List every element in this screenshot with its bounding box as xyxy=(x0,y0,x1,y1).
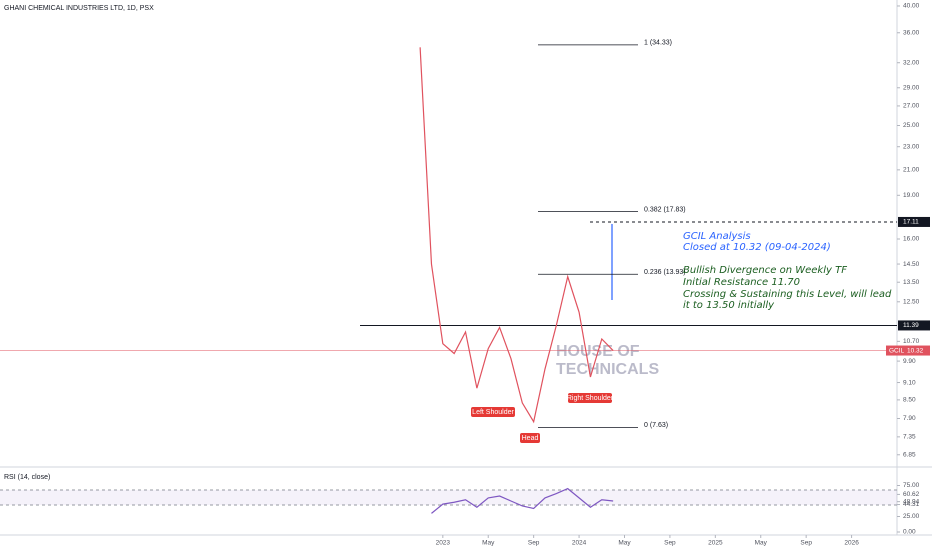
pattern-label: Left Shoulder xyxy=(472,409,514,416)
y-tick-label: 23.00 xyxy=(903,143,920,150)
y-tick-label: 12.50 xyxy=(903,299,920,306)
level-tag-label: 11.39 xyxy=(903,322,919,329)
y-tick-label: 9.10 xyxy=(903,379,916,386)
x-tick-label: 2025 xyxy=(708,540,723,547)
last-price-label: 10.32 xyxy=(907,347,924,354)
y-tick-label: 40.00 xyxy=(903,3,920,10)
y-tick-label: 6.85 xyxy=(903,451,916,458)
pattern-tag xyxy=(520,433,540,443)
y-tick-label: 10.70 xyxy=(903,338,920,345)
fib-label: 0.236 (13.93) xyxy=(644,269,686,276)
x-tick-label: Sep xyxy=(800,540,812,547)
x-tick-label: May xyxy=(618,540,631,547)
annotation: Initial Resistance 11.70 xyxy=(683,277,800,288)
y-tick-label: 16.00 xyxy=(903,236,920,243)
level-tag xyxy=(898,320,930,331)
annotation: Bullish Divergence on Weekly TF xyxy=(683,265,847,276)
y-tick-label: 75.00 xyxy=(903,482,920,489)
annotation: GCIL Analysis xyxy=(683,231,751,242)
watermark: TECHNICALS xyxy=(556,361,659,378)
series-line xyxy=(431,487,614,514)
fib-label: 1 (34.33) xyxy=(644,40,672,47)
rsi-band xyxy=(0,490,897,505)
fib-label: 0.382 (17.83) xyxy=(644,206,686,213)
pattern-tag xyxy=(568,393,612,403)
y-tick-label: 60.62 xyxy=(903,491,920,498)
y-tick-label: 7.35 xyxy=(903,434,916,441)
annotation: it to 13.50 initially xyxy=(683,300,775,311)
x-tick-label: Sep xyxy=(664,540,676,547)
x-tick-label: Sep xyxy=(528,540,540,547)
series-name: GCIL xyxy=(889,347,905,354)
y-tick-label: 0.00 xyxy=(903,529,916,536)
x-tick-label: May xyxy=(755,540,768,547)
y-tick-label: 7.90 xyxy=(903,415,916,422)
y-tick-label: 32.00 xyxy=(903,59,920,66)
series-line xyxy=(419,47,614,424)
y-tick-label: 48.94 xyxy=(903,498,920,505)
y-tick-label: 36.00 xyxy=(903,29,920,36)
level-tag xyxy=(898,216,930,227)
y-tick-label: 9.90 xyxy=(903,358,916,365)
y-tick-label: 44.31 xyxy=(903,501,920,508)
last-price-tag xyxy=(886,345,930,356)
x-tick-label: 2024 xyxy=(572,540,587,547)
pattern-tag xyxy=(471,407,515,417)
y-tick-label: 13.50 xyxy=(903,279,920,286)
fib-label: 0 (7.63) xyxy=(644,422,668,429)
annotation: Closed at 10.32 (09-04-2024) xyxy=(683,242,831,253)
level-tag-label: 17.11 xyxy=(903,219,919,226)
y-tick-label: 14.50 xyxy=(903,261,920,268)
y-tick-label: 8.50 xyxy=(903,397,916,404)
y-tick-label: 25.00 xyxy=(903,122,920,129)
x-tick-label: 2023 xyxy=(436,540,451,547)
pattern-label: Right Shoulder xyxy=(567,395,614,402)
y-tick-label: 21.00 xyxy=(903,167,920,174)
rsi-title: RSI (14, close) xyxy=(4,474,50,481)
chart-title: GHANI CHEMICAL INDUSTRIES LTD, 1D, PSX xyxy=(4,5,154,12)
y-tick-label: 29.00 xyxy=(903,84,920,91)
y-tick-label: 25.00 xyxy=(903,513,920,520)
y-tick-label: 27.00 xyxy=(903,103,920,110)
x-tick-label: May xyxy=(482,540,495,547)
annotation: Crossing & Sustaining this Level, will l… xyxy=(683,289,892,300)
y-tick-label: 19.00 xyxy=(903,192,920,199)
x-tick-label: 2026 xyxy=(844,540,859,547)
pattern-label: Head xyxy=(522,435,539,442)
